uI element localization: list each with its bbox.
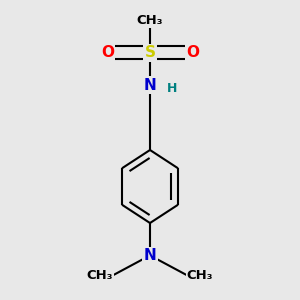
Text: O: O [186,45,199,60]
Text: S: S [145,45,155,60]
Text: CH₃: CH₃ [87,268,113,282]
Text: H: H [167,82,177,95]
Text: N: N [144,248,156,263]
Text: CH₃: CH₃ [187,268,213,282]
Text: O: O [101,45,114,60]
Text: N: N [144,78,156,93]
Text: CH₃: CH₃ [137,14,163,27]
